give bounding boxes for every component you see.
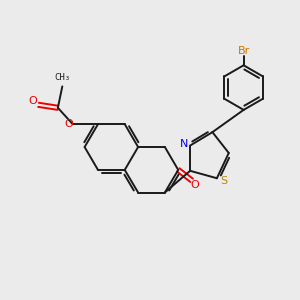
Text: N: N [180, 139, 188, 149]
Text: O: O [65, 119, 74, 129]
Text: O: O [191, 180, 200, 190]
Text: S: S [221, 176, 228, 186]
Text: CH₃: CH₃ [54, 73, 70, 82]
Text: Br: Br [238, 46, 250, 56]
Text: O: O [29, 96, 38, 106]
